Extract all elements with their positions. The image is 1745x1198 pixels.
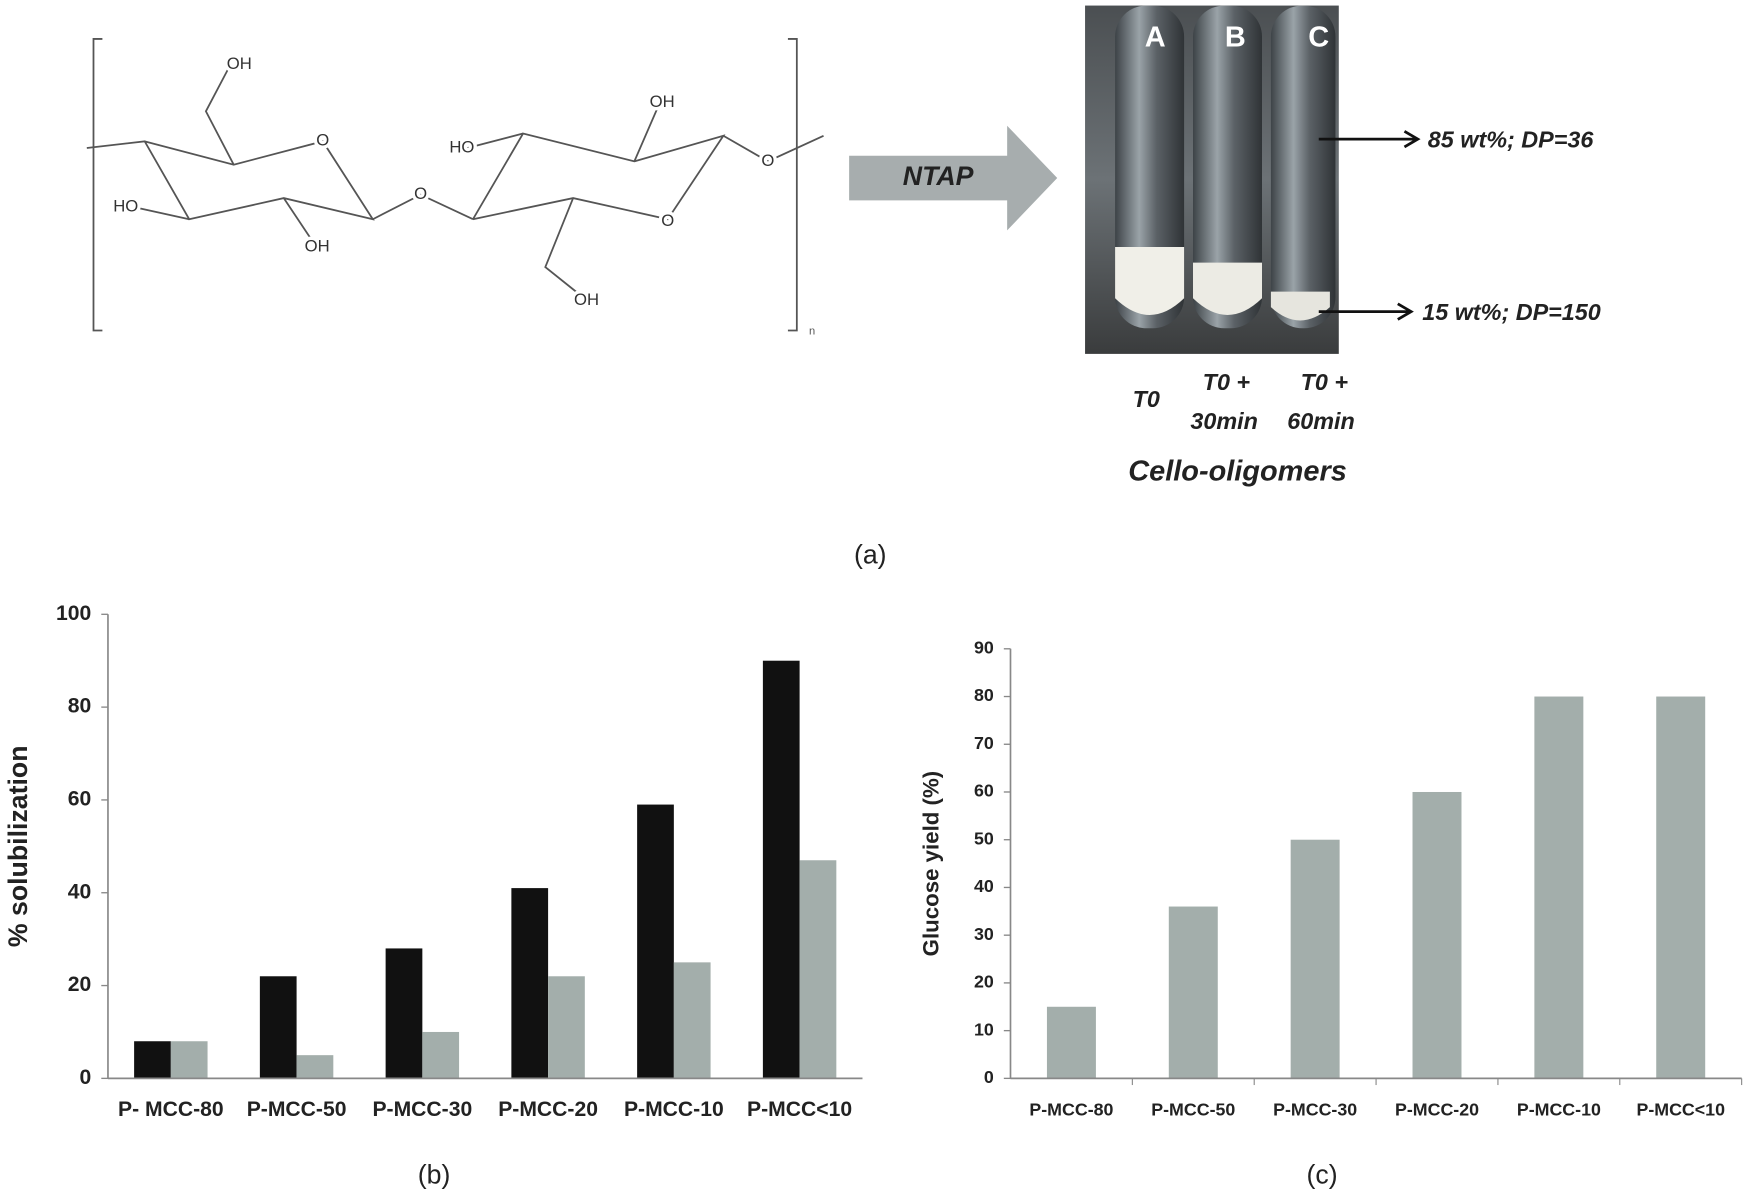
y-tick-label: 40 bbox=[68, 880, 92, 903]
annotation: 85 wt%; DP=36 bbox=[1428, 127, 1595, 153]
bracket bbox=[92, 38, 798, 332]
y-tick-label: 30 bbox=[974, 924, 994, 944]
y-tick-label: 100 bbox=[56, 602, 91, 625]
sediment bbox=[1115, 247, 1185, 315]
sediment bbox=[1270, 291, 1330, 321]
x-tick-label: P-MCC-10 bbox=[1517, 1099, 1601, 1119]
panel-caption: (b) bbox=[418, 1159, 451, 1189]
bar bbox=[422, 1031, 460, 1079]
x-tick-label: P-MCC-50 bbox=[1151, 1099, 1235, 1119]
bonds bbox=[467, 102, 824, 299]
y-tick-label: 20 bbox=[68, 973, 92, 996]
x-tick-label: P-MCC-50 bbox=[247, 1098, 347, 1121]
y-tick-label: 70 bbox=[974, 733, 994, 753]
process-arrow bbox=[849, 125, 1058, 231]
bar bbox=[1412, 791, 1462, 1079]
y-tick-label: 40 bbox=[974, 876, 994, 896]
tube bbox=[1270, 5, 1336, 329]
pointer-arrow bbox=[1318, 130, 1421, 321]
bar bbox=[673, 962, 711, 1079]
bonds bbox=[133, 68, 474, 246]
x-tick-label: P-MCC-80 bbox=[1029, 1099, 1113, 1119]
atom-label: O bbox=[761, 151, 774, 170]
y-axis-label: % solubilization bbox=[3, 746, 33, 948]
time-label: T0 + bbox=[1301, 369, 1349, 395]
ring bbox=[86, 140, 375, 221]
bar bbox=[259, 976, 297, 1079]
panel-caption: (a) bbox=[854, 539, 887, 569]
group-label: Cello-oligomers bbox=[1128, 456, 1347, 488]
time-label: T0 + bbox=[1203, 369, 1251, 395]
bar bbox=[296, 1055, 334, 1079]
ring bbox=[472, 132, 726, 221]
tube-label: B bbox=[1225, 22, 1246, 54]
y-axis-label: Glucose yield (%) bbox=[918, 771, 943, 956]
x-tick-label: P-MCC-30 bbox=[372, 1098, 472, 1121]
y-tick-label: 0 bbox=[984, 1067, 994, 1087]
y-tick-label: 10 bbox=[974, 1019, 994, 1039]
time-label: T0 bbox=[1133, 386, 1160, 412]
cellulose-structure: OH O HO OH O HO OH O OH O n bbox=[86, 38, 824, 338]
atom-label: O bbox=[414, 184, 427, 203]
panel-caption: (c) bbox=[1307, 1159, 1338, 1189]
bar bbox=[799, 860, 837, 1079]
time-label: 60min bbox=[1287, 408, 1355, 434]
tube bbox=[1193, 5, 1263, 329]
bar bbox=[548, 976, 585, 1079]
bar bbox=[1656, 696, 1706, 1079]
x-tick-label: P-MCC-20 bbox=[1395, 1099, 1479, 1119]
atom-label: HO bbox=[113, 196, 138, 215]
x-tick-label: P-MCC<10 bbox=[747, 1098, 852, 1121]
y-tick-label: 90 bbox=[974, 638, 994, 658]
y-tick-label: 80 bbox=[974, 685, 994, 705]
x-tick-label: P-MCC-30 bbox=[1273, 1099, 1357, 1119]
x-tick-label: P-MCC<10 bbox=[1636, 1099, 1725, 1119]
atom-label: OH bbox=[305, 236, 330, 255]
x-tick-label: P- MCC-80 bbox=[118, 1098, 224, 1121]
tube-label: C bbox=[1308, 22, 1329, 54]
time-label: 30min bbox=[1190, 408, 1258, 434]
bar bbox=[170, 1041, 208, 1079]
y-tick-label: 60 bbox=[68, 788, 92, 811]
x-tick-label: P-MCC-10 bbox=[624, 1098, 724, 1121]
arrow-label: NTAP bbox=[903, 161, 974, 191]
y-tick-label: 50 bbox=[974, 828, 994, 848]
tube-photo: A B C bbox=[1085, 5, 1339, 354]
tube-label: A bbox=[1145, 22, 1166, 54]
bar bbox=[1534, 696, 1584, 1079]
atom-label: OH bbox=[650, 92, 675, 111]
bar bbox=[385, 948, 423, 1079]
bar bbox=[134, 1041, 171, 1079]
bar bbox=[762, 660, 800, 1079]
atom-label: HO bbox=[449, 137, 474, 156]
atom-label: OH bbox=[227, 54, 252, 73]
annotation: 15 wt%; DP=150 bbox=[1422, 299, 1601, 325]
y-tick-label: 0 bbox=[80, 1066, 92, 1089]
atom-label: O bbox=[316, 131, 329, 150]
bar bbox=[1046, 1006, 1096, 1079]
y-tick-label: 80 bbox=[68, 695, 92, 718]
y-tick-label: 20 bbox=[974, 972, 994, 992]
repeat-unit: n bbox=[809, 326, 815, 338]
y-tick-label: 60 bbox=[974, 781, 994, 801]
x-tick-label: P-MCC-20 bbox=[498, 1098, 598, 1121]
bar bbox=[511, 888, 549, 1079]
atom-label: O bbox=[661, 211, 674, 230]
bar bbox=[1168, 906, 1218, 1079]
atom-label: OH bbox=[574, 290, 599, 309]
sediment bbox=[1193, 262, 1263, 315]
bar bbox=[637, 804, 674, 1079]
bar bbox=[1290, 839, 1340, 1079]
